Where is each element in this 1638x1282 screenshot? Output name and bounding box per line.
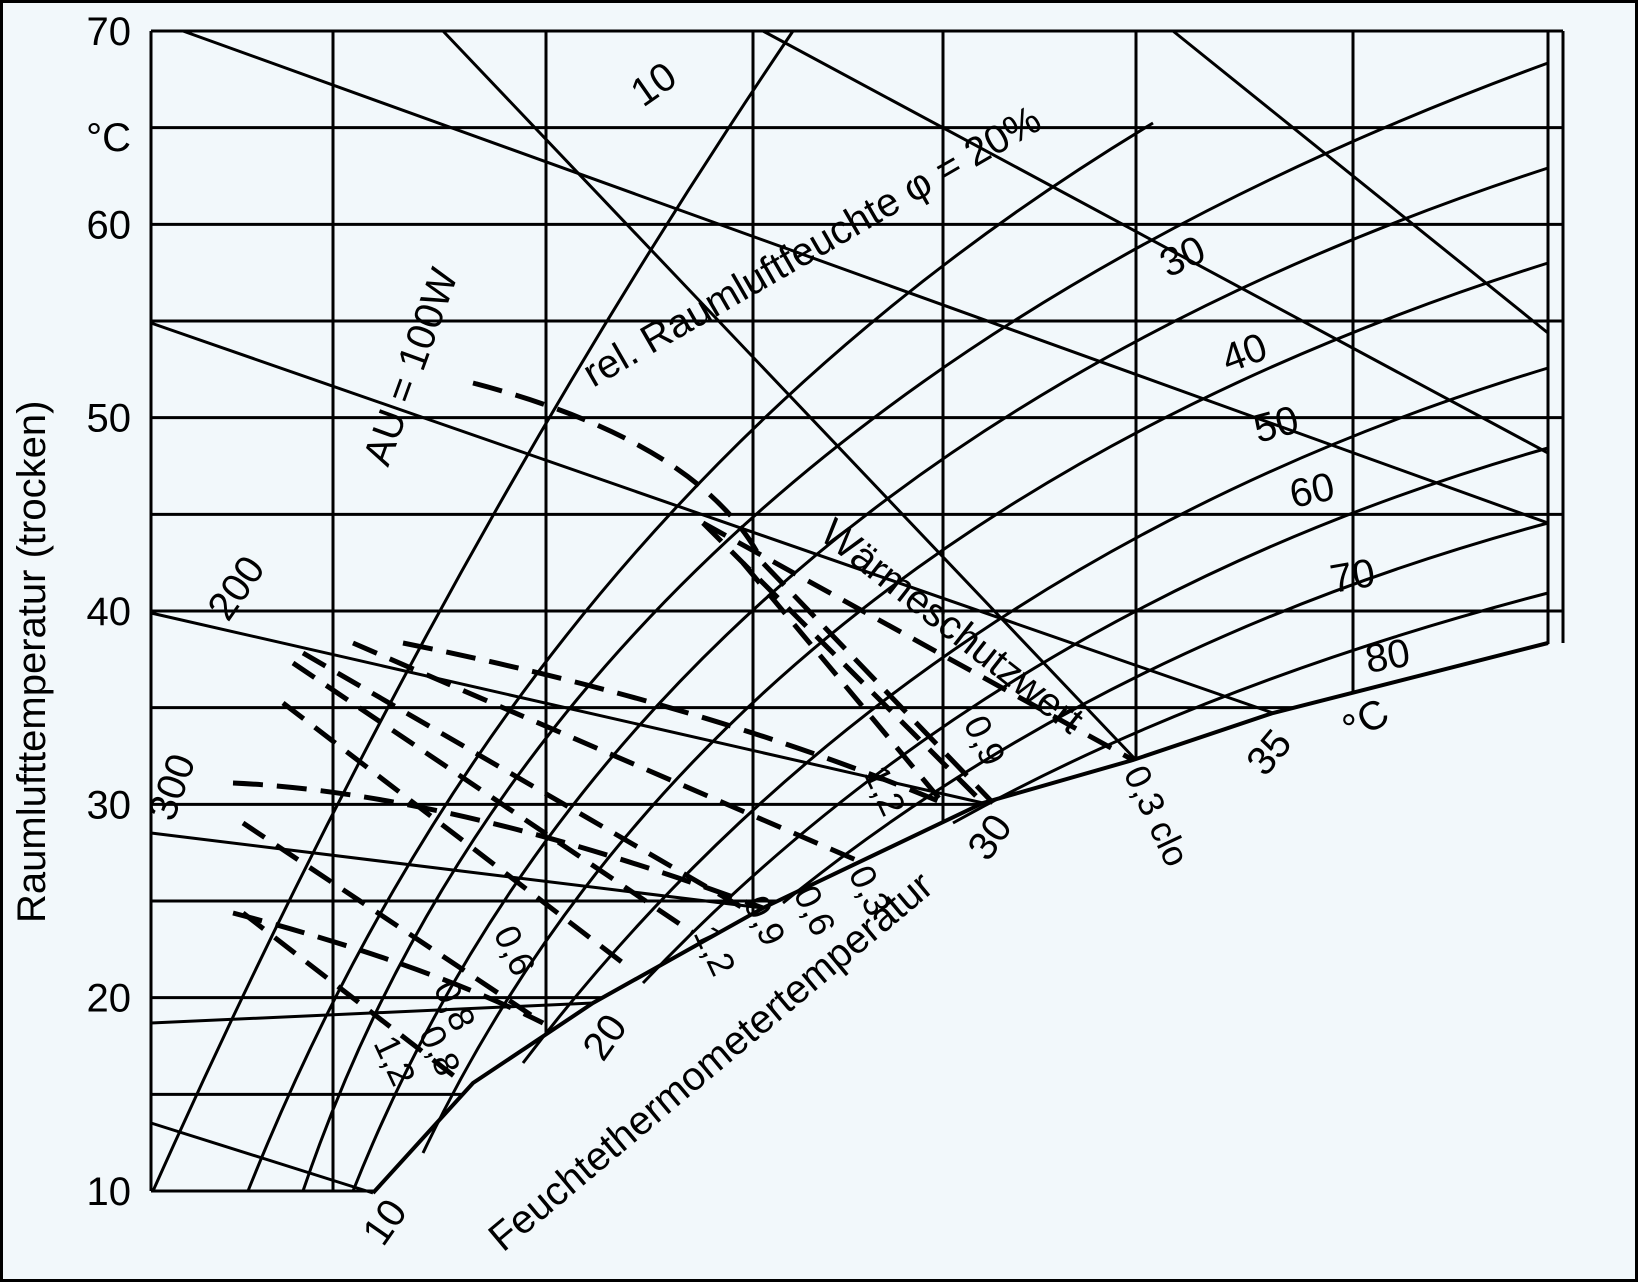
heat-load-label: 200: [199, 548, 273, 628]
humidity-curve: [641, 446, 1549, 985]
wetbulb-line: [150, 611, 984, 805]
clo-line: [741, 561, 945, 805]
saturation-curve: [371, 641, 1549, 1195]
clo-line: [241, 911, 465, 1085]
heat-load-curve: [402, 640, 944, 806]
clo-line: [301, 650, 745, 911]
y-tick-label: 40: [87, 590, 132, 634]
curves: [150, 29, 1549, 1195]
wetbulb-line: [762, 29, 1549, 455]
humidity-label: 50: [1249, 398, 1303, 452]
humidity-label: 80: [1362, 631, 1413, 682]
y-tick-label: 20: [87, 977, 132, 1021]
clo-label: 1,2: [686, 919, 744, 982]
wetbulb-tick-label: 35: [1238, 721, 1300, 783]
x-axis-label: Feuchtethermometertemperatur: [481, 863, 942, 1260]
humidity-curve: [421, 261, 1549, 1154]
clo-label: 0,3 clo: [1116, 759, 1198, 872]
clo-line: [352, 640, 864, 866]
humidity-curve: [301, 61, 1549, 1192]
wetbulb-tick-label: 10: [354, 1191, 416, 1253]
heat-load-curve: [232, 910, 545, 1026]
wetbulb-line: [150, 1121, 374, 1195]
y-axis-label: Raumlufttemperatur (trocken): [10, 401, 54, 923]
humidity-curve: [246, 121, 1154, 1192]
humidity-label: 40: [1216, 325, 1273, 382]
y-tick-label: 50: [87, 397, 132, 441]
y-unit-label: °C: [86, 116, 131, 160]
y-tick-label: 70: [87, 10, 132, 54]
wetbulb-line: [182, 29, 1549, 525]
wetbulb-tick-label: 20: [574, 1006, 636, 1068]
wetbulb-line: [150, 321, 1274, 715]
humidity-label: 10: [623, 54, 685, 116]
clo-line: [241, 820, 545, 1026]
grid: [149, 29, 1565, 1193]
y-tick-label: 30: [87, 783, 132, 827]
clo-line: [701, 520, 1135, 763]
humidity-curve: [782, 521, 1549, 905]
wetbulb-unit-label: °C: [1336, 690, 1397, 751]
clo-label: 0,9: [956, 709, 1014, 772]
clo-line: [291, 660, 695, 936]
y-tick-label: 10: [87, 1170, 132, 1214]
heat-load-curve: [472, 380, 995, 805]
clo-line: [281, 701, 625, 965]
humidity-label: 70: [1327, 551, 1378, 602]
heat-load-label: AU = 100W: [355, 263, 467, 472]
wetbulb-line: [1172, 29, 1549, 335]
humidity-curve: [521, 366, 1549, 1064]
y-tick-label: 60: [87, 203, 132, 247]
wetbulb-line: [150, 831, 764, 910]
humidity-label: 60: [1286, 465, 1339, 517]
humidity-curve: [151, 30, 795, 1192]
clo-label: 0,6: [486, 919, 544, 982]
heat-load-curve: [232, 780, 764, 911]
wetbulb-line: [441, 29, 1138, 762]
humidity-label: 30: [1153, 227, 1212, 286]
